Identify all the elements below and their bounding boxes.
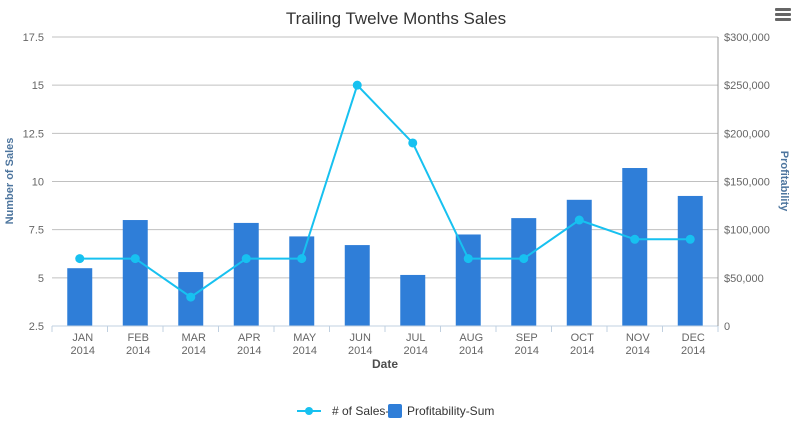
hamburger-menu-icon (775, 8, 791, 21)
x-tick-label-month: MAY (293, 332, 317, 344)
y-right-tick-label: $100,000 (724, 225, 770, 237)
x-tick-label-year: 2014 (459, 345, 483, 357)
legend-marker (305, 407, 313, 415)
chart-menu-button[interactable] (772, 6, 794, 26)
line-point[interactable] (297, 254, 307, 264)
x-tick-label-month: SEP (516, 332, 538, 344)
chart-title: Trailing Twelve Months Sales (286, 9, 506, 28)
line-point[interactable] (685, 234, 695, 244)
bar[interactable] (233, 222, 259, 326)
bar[interactable] (122, 220, 148, 326)
bar[interactable] (67, 268, 93, 326)
x-tick-label-month: JUL (406, 332, 426, 344)
x-tick-label-year: 2014 (570, 345, 594, 357)
y-right-tick-label: 0 (724, 321, 730, 333)
x-tick-label-year: 2014 (681, 345, 705, 357)
sales-line (79, 83, 691, 299)
x-tick-label-year: 2014 (182, 345, 206, 357)
x-tick-label-month: JUN (350, 332, 371, 344)
y-right-tick-label: $50,000 (724, 273, 764, 285)
bar[interactable] (511, 218, 537, 326)
line-point[interactable] (130, 254, 140, 264)
x-axis-title: Date (372, 357, 398, 371)
bar-series (67, 168, 703, 326)
x-tick-label-month: OCT (571, 332, 595, 344)
bar[interactable] (289, 236, 315, 326)
line-point[interactable] (630, 234, 640, 244)
x-tick-label-month: AUG (459, 332, 483, 344)
line-point[interactable] (574, 215, 584, 225)
x-tick-label-year: 2014 (515, 345, 539, 357)
y-left-axis-title: Number of Sales (4, 138, 16, 225)
line-point[interactable] (75, 254, 85, 264)
legend-bar-swatch (388, 404, 402, 418)
x-tick-label-year: 2014 (293, 345, 317, 357)
line-point[interactable] (241, 254, 251, 264)
legend-item-profitability[interactable]: Profitability-Sum (388, 404, 494, 418)
x-tick-label-month: FEB (128, 332, 149, 344)
bar[interactable] (400, 274, 426, 326)
y-left-tick-label: 15 (32, 80, 44, 92)
x-tick-label-year: 2014 (626, 345, 650, 357)
line-point[interactable] (186, 292, 196, 302)
y-left-tick-label: 5 (38, 273, 44, 285)
line-point[interactable] (519, 254, 529, 264)
x-tick-label-month: NOV (626, 332, 651, 344)
x-tick-label-month: APR (238, 332, 261, 344)
y-right-tick-label: $200,000 (724, 128, 770, 140)
y-right-axis-title: Profitability (778, 151, 790, 212)
y-right-tick-label: $150,000 (724, 177, 770, 189)
legend-label-sales: # of Sales- (332, 404, 389, 418)
y-left-tick-label: 17.5 (23, 32, 44, 44)
x-tick-label-year: 2014 (404, 345, 428, 357)
bar[interactable] (677, 195, 703, 326)
legend-item-sales[interactable]: # of Sales- (297, 404, 389, 418)
y-left-tick-label: 10 (32, 177, 44, 189)
x-tick-label-month: DEC (682, 332, 705, 344)
bar[interactable] (455, 234, 481, 326)
y-left-tick-label: 7.5 (29, 225, 44, 237)
line-point[interactable] (408, 138, 418, 148)
legend: # of Sales- Profitability-Sum (297, 404, 494, 418)
bar[interactable] (344, 245, 370, 326)
x-tick-label-year: 2014 (237, 345, 261, 357)
x-tick-label-year: 2014 (348, 345, 372, 357)
x-tick-label-year: 2014 (126, 345, 150, 357)
x-tick-label-month: JAN (72, 332, 93, 344)
x-tick-label-year: 2014 (71, 345, 95, 357)
y-right-tick-label: $250,000 (724, 80, 770, 92)
line-point[interactable] (463, 254, 473, 264)
axes: 2.5 0 5 $50,000 7.5 $100,000 10 $150,000 12.5 $20… (23, 32, 770, 357)
bar[interactable] (622, 168, 648, 326)
line-point[interactable] (352, 80, 362, 90)
y-left-tick-label: 12.5 (23, 128, 44, 140)
legend-label-profitability: Profitability-Sum (407, 404, 494, 418)
y-left-tick-label: 2.5 (29, 321, 44, 333)
y-right-tick-label: $300,000 (724, 32, 770, 44)
x-tick-label-month: MAR (182, 332, 207, 344)
gridlines (52, 36, 718, 279)
line-series (75, 80, 695, 302)
